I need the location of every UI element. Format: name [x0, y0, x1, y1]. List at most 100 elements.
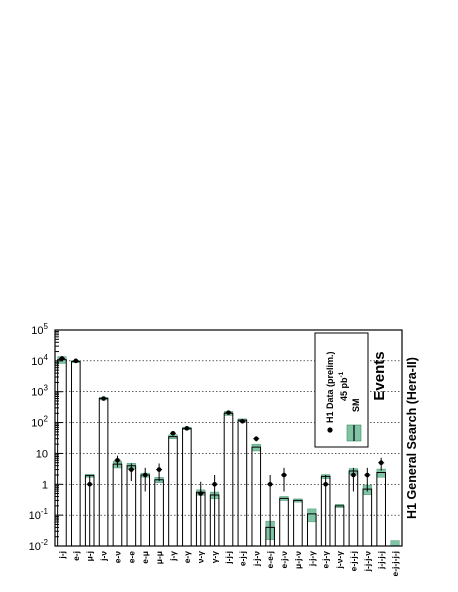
category-label: j-ν: [99, 551, 109, 562]
ytick-label-exp: -2: [41, 538, 49, 547]
category-label: j-j-j-j: [376, 551, 386, 570]
ytick-label-base: 10: [36, 448, 48, 460]
category-label: j-ν-γ: [335, 551, 345, 570]
ytick-label: 10-1: [29, 507, 49, 522]
category-label: j-j: [57, 551, 67, 560]
ytick-label-exp: 5: [44, 322, 49, 331]
category-label: e-e: [126, 551, 136, 564]
ytick-label-base: 1: [42, 479, 48, 491]
ytick-label-base: 10: [31, 356, 43, 368]
data-point: [226, 410, 231, 415]
sm-bar: [279, 497, 289, 546]
data-points: [58, 356, 385, 546]
plot-frame: [54, 329, 403, 547]
data-point: [365, 472, 370, 478]
category-label: e-γ: [182, 551, 192, 564]
data-point: [184, 426, 190, 431]
ytick-label-exp: 3: [44, 384, 49, 393]
data-point: [198, 491, 204, 496]
ytick-label: 105: [31, 322, 48, 337]
ytick-label-base: 10: [29, 510, 41, 522]
legend-sm-label: SM: [351, 399, 361, 413]
category-label: μ-μ: [154, 551, 164, 564]
category-label: j-j-ν: [251, 551, 261, 567]
category-label: μ-j-ν: [293, 551, 303, 569]
ytick-label-base: 10: [31, 325, 43, 337]
sm-bar: [251, 446, 262, 546]
sm-band: [390, 540, 400, 547]
sm-bar: [154, 479, 164, 546]
category-label: e-j-j-j: [348, 551, 358, 571]
legend-data-label: H1 Data (prelim.): [325, 351, 335, 423]
category-label: μ-j: [85, 551, 95, 561]
data-point: [212, 481, 217, 487]
data-point: [73, 358, 79, 364]
y-ticks: [55, 329, 63, 547]
category-label: γ-γ: [210, 551, 220, 564]
data-point: [129, 467, 134, 472]
legend-lumi-base: 45 pb: [339, 377, 349, 401]
category-label: e-j-j: [237, 551, 247, 566]
sm-bar: [376, 472, 386, 546]
category-label: j-j-j: [224, 551, 234, 565]
ytick-label-exp: 2: [44, 415, 49, 424]
category-label: ν-γ: [196, 551, 206, 564]
ytick-label: 1: [42, 479, 48, 491]
data-point: [253, 436, 259, 442]
sm-bar: [98, 398, 109, 546]
data-point: [351, 472, 356, 478]
data-point: [281, 472, 287, 478]
ytick-label-base: 10: [31, 418, 43, 430]
legend-lumi-exp: -1: [338, 371, 345, 377]
sm-bar: [112, 463, 123, 546]
side-label: H1 General Search (Hera-II): [405, 357, 419, 519]
category-label: j-γ: [168, 551, 178, 562]
y-axis-label: Events: [371, 351, 388, 400]
legend: H1 Data (prelim.) 45 pb-1 SM: [314, 332, 369, 448]
sm-bar: [334, 505, 345, 546]
data-point: [323, 481, 328, 487]
ytick-label-exp: -1: [41, 507, 49, 516]
sm-bar: [223, 412, 234, 546]
sm-bar: [71, 361, 81, 546]
data-point: [156, 467, 162, 472]
category-label: e-e-j: [265, 551, 275, 568]
category-label: e-j-j-j-j: [390, 551, 400, 577]
ytick-label: 104: [31, 353, 48, 368]
legend-lumi: 45 pb-1: [338, 371, 349, 401]
data-point: [170, 430, 176, 436]
data-point: [115, 457, 120, 463]
sm-bar: [293, 499, 303, 546]
sm-bar: [306, 513, 317, 546]
sm-bar: [237, 419, 248, 546]
category-label: e-j: [71, 551, 81, 561]
data-point: [59, 356, 65, 361]
data-point: [240, 418, 245, 424]
sm-band: [307, 508, 317, 523]
legend-box: [314, 332, 369, 448]
category-labels: j-j e-j μ-j j-ν e-ν e-e e-μ μ-μ j-γ e-γ ν-γ γ-γ j-j-…: [57, 551, 400, 577]
sm-bar: [168, 436, 178, 546]
category-label: j-j-γ: [307, 551, 317, 567]
data-point: [101, 396, 106, 401]
data-point: [378, 460, 384, 466]
data-point: [87, 481, 92, 487]
category-label: e-j-γ: [321, 551, 331, 569]
data-point: [142, 472, 148, 478]
ytick-label-exp: 4: [44, 353, 49, 362]
ytick-label: 10-2: [29, 538, 49, 553]
category-label: e-ν: [112, 551, 122, 564]
sm-bar: [362, 488, 373, 546]
category-label: e-j-ν: [279, 551, 289, 569]
category-label: e-μ: [140, 551, 150, 564]
legend-data-marker: [327, 427, 333, 433]
ytick-label-base: 10: [31, 387, 43, 399]
sm-bar: [182, 427, 192, 546]
ytick-label: 103: [31, 384, 48, 399]
ytick-label: 10: [36, 448, 48, 460]
data-point: [267, 481, 273, 487]
category-label: j-j-j-ν: [362, 551, 372, 573]
ytick-label: 102: [31, 415, 48, 430]
